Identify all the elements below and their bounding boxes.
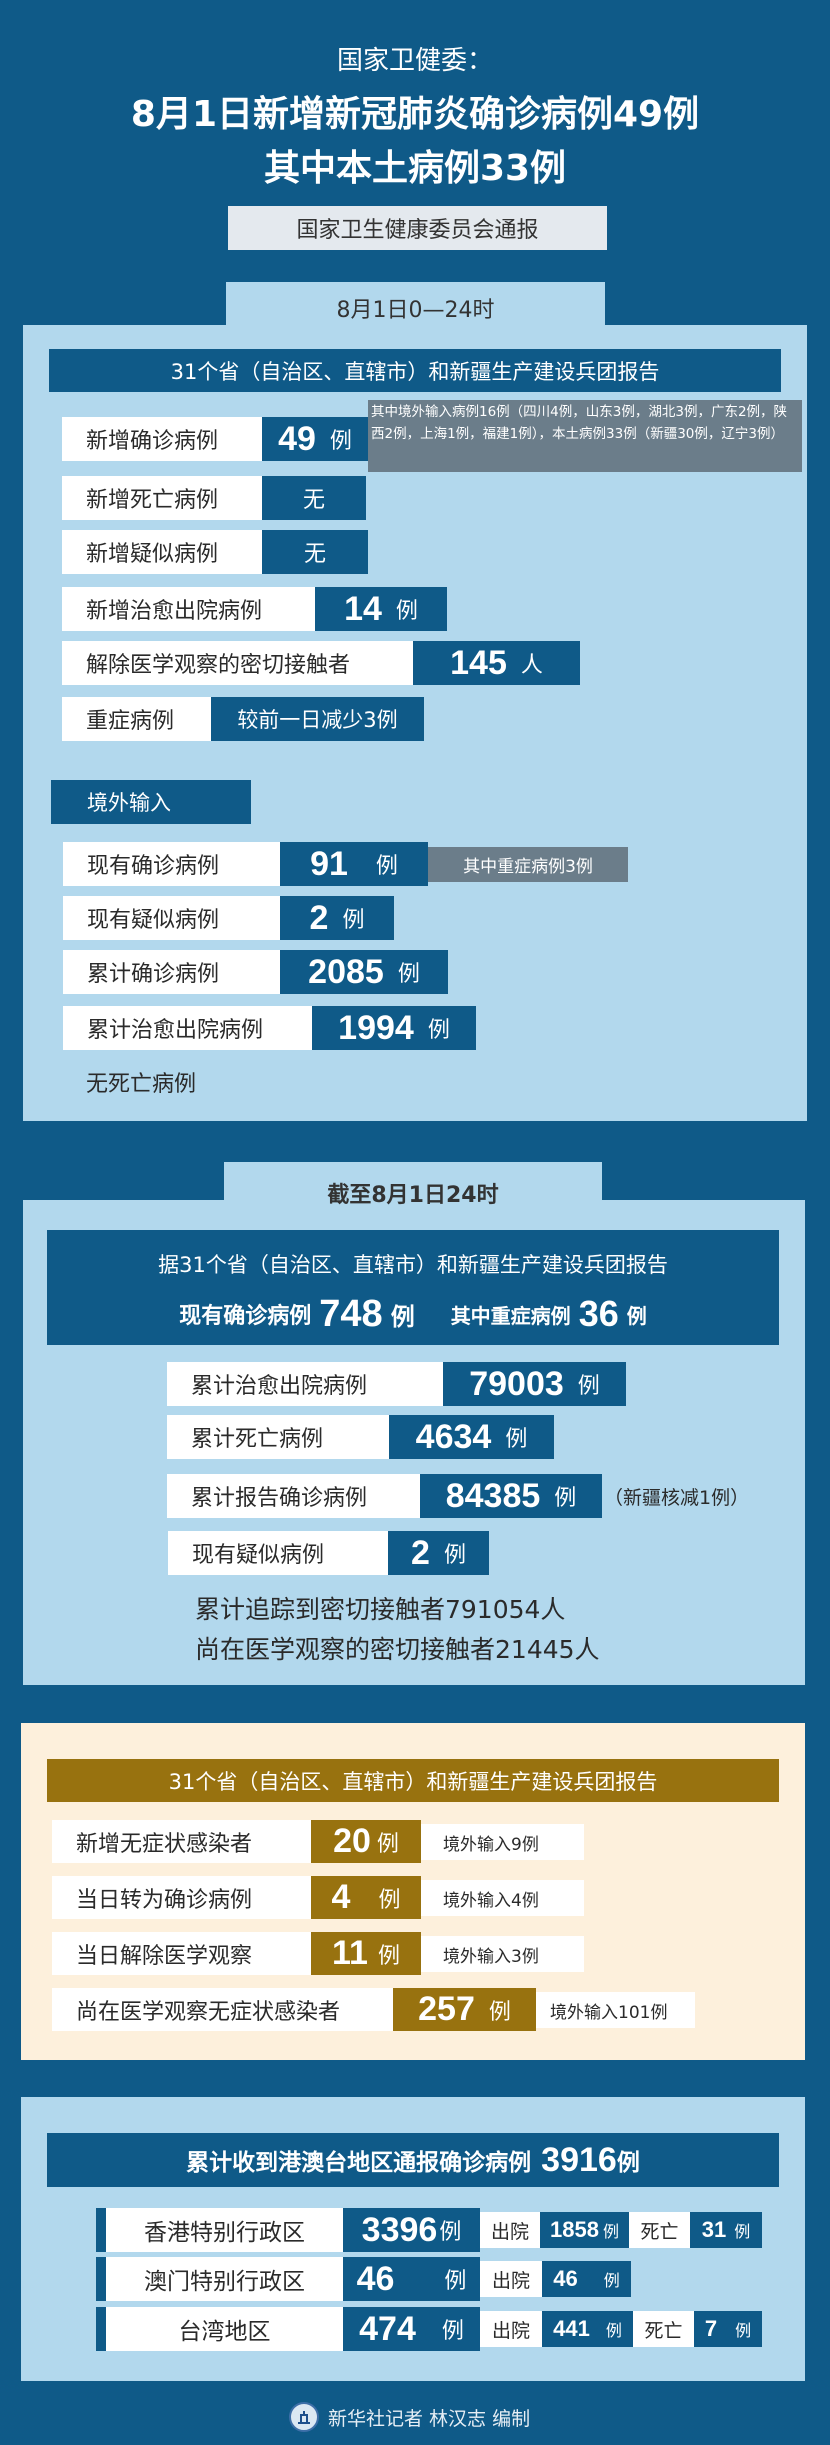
row-label: 累计死亡病例 [167, 1415, 389, 1459]
row-label: 新增确诊病例 [62, 417, 262, 461]
row-value: 145 人 [413, 641, 580, 685]
page-subtitle: 其中本土病例33例 [263, 148, 567, 189]
death-label: 死亡 [629, 2212, 690, 2248]
row-note: 境外输入4例 [421, 1880, 584, 1916]
hmt-title-bar: 累计收到港澳台地区通报确诊病例 3916 例 [47, 2133, 779, 2187]
imported-severe-note: 其中重症病例3例 [428, 847, 628, 882]
xinhua-logo-icon [289, 2402, 319, 2432]
row-value: 14 例 [315, 587, 447, 631]
row-note: 境外输入9例 [421, 1824, 584, 1860]
row-value: 257 例 [393, 1988, 536, 2031]
row-label: 累计治愈出院病例 [63, 1006, 312, 1050]
daily-report-bar: 31个省（自治区、直辖市）和新疆生产建设兵团报告 [49, 349, 781, 392]
daily-tab [226, 282, 605, 332]
region-total: 46 例 [343, 2257, 480, 2301]
source-label: 国家卫生健康委员会通报 [228, 206, 607, 250]
discharged-value: 441 例 [542, 2311, 633, 2347]
row-label: 现有疑似病例 [168, 1531, 388, 1575]
row-label: 累计确诊病例 [63, 950, 280, 994]
death-value: 31 例 [690, 2212, 762, 2248]
cumulative-tab [224, 1162, 602, 1207]
row-marker [96, 2257, 106, 2301]
kicker: 国家卫健委： [336, 45, 493, 76]
page-title: 8月1日新增新冠肺炎确诊病例49例 [130, 94, 700, 135]
row-note: 境外输入101例 [536, 1992, 695, 2028]
discharged-label: 出院 [480, 2261, 542, 2297]
asymptomatic-report-bar: 31个省（自治区、直辖市）和新疆生产建设兵团报告 [47, 1759, 779, 1802]
region-total: 474 例 [343, 2307, 480, 2351]
row-value: 20 例 [311, 1820, 421, 1863]
imported-title: 境外输入 [51, 780, 251, 824]
row-value: 4634 例 [389, 1415, 554, 1459]
row-label: 新增治愈出院病例 [62, 587, 315, 631]
row-value: 无 [262, 476, 366, 520]
row-marker [96, 2307, 106, 2351]
region-label: 台湾地区 [106, 2307, 343, 2351]
row-note: 境外输入3例 [421, 1936, 584, 1972]
row-value: 较前一日减少3例 [211, 697, 424, 741]
row-label: 新增疑似病例 [62, 530, 262, 574]
death-label: 死亡 [633, 2311, 694, 2347]
row-value: 79003 例 [443, 1362, 626, 1406]
discharged-label: 出院 [480, 2212, 540, 2248]
row-label: 解除医学观察的密切接触者 [62, 641, 413, 685]
contacts-traced: 累计追踪到密切接触者791054人 [195, 1595, 566, 1624]
current-cases-line: 现有确诊病例 748 例 其中重症病例 36 例 [179, 1292, 647, 1335]
row-label: 现有疑似病例 [63, 896, 280, 940]
row-value: 49 例 [262, 417, 368, 461]
row-value: 1994 例 [312, 1006, 476, 1050]
row-value: 84385 例 [420, 1474, 602, 1518]
cumulative-tab-label: 截至8月1日24时 [327, 1183, 499, 1208]
region-total: 3396 例 [343, 2208, 480, 2252]
row-label: 尚在医学观察无症状感染者 [52, 1988, 393, 2031]
region-label: 澳门特别行政区 [106, 2257, 343, 2301]
row-value: 无 [262, 530, 368, 574]
row-label: 新增死亡病例 [62, 476, 262, 520]
xinjiang-adjustment-note: （新疆核减1例） [604, 1486, 750, 1509]
discharged-value: 1858 例 [540, 2212, 629, 2248]
row-label: 当日解除医学观察 [52, 1932, 311, 1975]
cumulative-summary-box [47, 1230, 779, 1345]
contacts-observed: 尚在医学观察的密切接触者21445人 [195, 1635, 600, 1664]
discharged-label: 出院 [480, 2311, 542, 2347]
row-label: 新增无症状感染者 [52, 1820, 311, 1863]
row-label: 现有确诊病例 [63, 842, 280, 886]
new-cases-note: 其中境外输入病例16例（四川4例，山东3例，湖北3例，广东2例，陕西2例，上海1… [368, 400, 802, 472]
row-label: 累计报告确诊病例 [167, 1474, 420, 1518]
row-value: 11 例 [311, 1932, 421, 1975]
row-value: 2085 例 [280, 950, 448, 994]
row-label: 当日转为确诊病例 [52, 1876, 311, 1919]
row-label: 累计治愈出院病例 [167, 1362, 443, 1406]
discharged-value: 46 例 [542, 2261, 631, 2297]
footer-credit: 新华社记者 林汉志 编制 [328, 2407, 531, 2430]
daily-tab-label: 8月1日0—24时 [336, 298, 495, 323]
row-value: 91 例 [280, 842, 428, 886]
row-label: 重症病例 [62, 697, 211, 741]
region-label: 香港特别行政区 [106, 2208, 343, 2252]
cumulative-report-line: 据31个省（自治区、直辖市）和新疆生产建设兵团报告 [158, 1253, 668, 1277]
no-deaths-note: 无死亡病例 [86, 1072, 197, 1097]
row-marker [96, 2208, 106, 2252]
